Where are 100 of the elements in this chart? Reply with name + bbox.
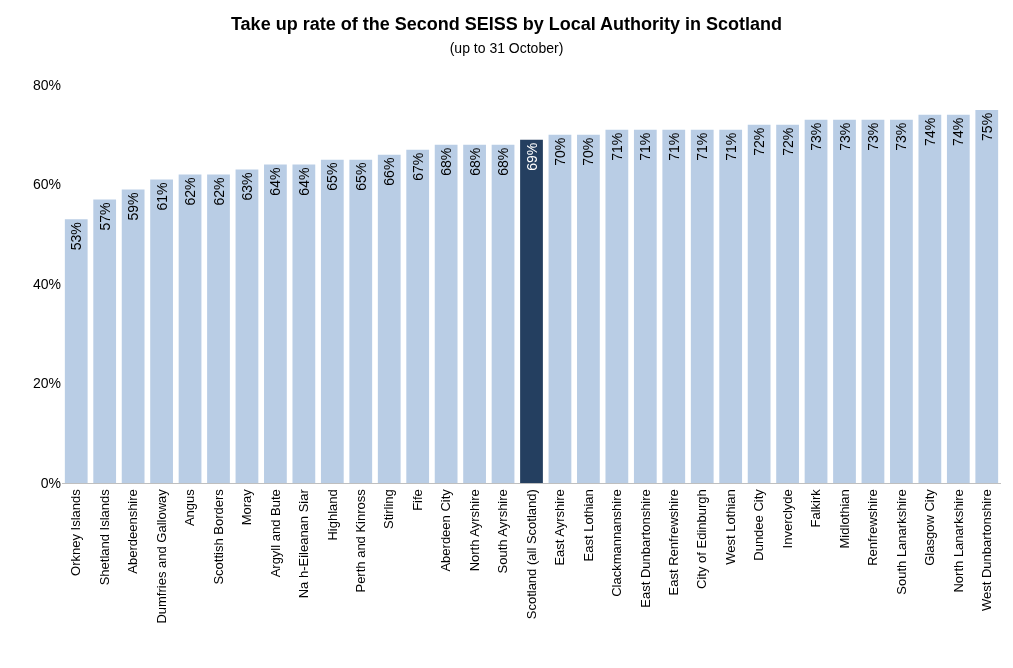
- x-tick-label: Dundee City: [751, 488, 767, 561]
- bar: [861, 119, 885, 483]
- x-tick-label: Dumfries and Galloway: [153, 488, 169, 624]
- bar: [320, 159, 344, 483]
- data-label: 73%: [836, 122, 853, 151]
- x-tick-label: North Lanarkshire: [950, 489, 966, 593]
- chart-subtitle: (up to 31 October): [449, 40, 564, 57]
- bar: [747, 124, 771, 483]
- data-label: 69%: [523, 142, 540, 171]
- bar: [406, 149, 430, 483]
- bar: [804, 119, 828, 483]
- data-label: 71%: [637, 132, 654, 161]
- x-tick-label: North Ayrshire: [466, 489, 482, 572]
- bar: [918, 114, 942, 483]
- bar: [975, 109, 999, 483]
- bar: [292, 164, 316, 483]
- x-tick-label: Fife: [409, 489, 425, 511]
- bar: [605, 129, 629, 483]
- bar: [776, 124, 799, 483]
- bar: [207, 174, 230, 483]
- data-label: 59%: [125, 192, 142, 221]
- x-tick-label: Aberdeen City: [438, 488, 454, 572]
- data-label: 71%: [608, 132, 625, 161]
- x-tick-label: Aberdeenshire: [125, 489, 141, 574]
- data-label: 74%: [921, 117, 938, 146]
- bar: [434, 144, 458, 483]
- y-tick-label: 20%: [32, 375, 61, 392]
- data-label: 72%: [779, 127, 796, 156]
- x-tick-label: Perth and Kinross: [352, 488, 368, 593]
- data-label: 65%: [352, 162, 369, 191]
- x-tick-label: South Ayrshire: [495, 489, 511, 574]
- x-tick-label: Argyll and Bute: [267, 489, 283, 578]
- x-tick-label: East Dunbartonshire: [637, 489, 653, 608]
- bar: [633, 129, 657, 483]
- x-tick-label: City of Edinburgh: [694, 489, 710, 589]
- bar: [690, 129, 714, 483]
- data-label: 65%: [324, 162, 341, 191]
- data-label: 73%: [893, 122, 910, 151]
- x-tick-label: East Renfrewshire: [665, 489, 681, 596]
- x-tick-label: Na h-Eileanan Siar: [296, 488, 312, 599]
- data-label: 62%: [182, 177, 199, 206]
- x-tick-label: West Lothian: [722, 489, 738, 565]
- data-label: 57%: [96, 202, 113, 231]
- y-tick-label: 80%: [32, 76, 61, 93]
- data-label: 74%: [950, 117, 967, 146]
- data-label: 71%: [722, 132, 739, 161]
- bar: [946, 114, 970, 483]
- data-label: 63%: [238, 172, 255, 201]
- bar: [662, 129, 686, 483]
- bar: [349, 159, 373, 483]
- bar: [93, 199, 117, 483]
- x-tick-label: Orkney Islands: [68, 488, 84, 576]
- x-tick-label: Inverclyde: [779, 489, 795, 549]
- x-tick-label: Scotland (all Scotland): [523, 489, 539, 620]
- data-label: 68%: [495, 147, 512, 176]
- bar: [235, 169, 259, 483]
- data-label: 75%: [978, 112, 995, 141]
- data-label: 70%: [580, 137, 597, 166]
- bar: [833, 119, 856, 483]
- data-label: 68%: [466, 147, 483, 176]
- data-label: 71%: [694, 132, 711, 161]
- data-label: 66%: [381, 157, 398, 186]
- bar: [264, 164, 287, 483]
- x-tick-label: Highland: [324, 489, 340, 541]
- data-label: 71%: [665, 132, 682, 161]
- bar: [520, 139, 543, 483]
- y-tick-label: 0%: [40, 474, 61, 491]
- x-tick-label: Moray: [239, 488, 255, 526]
- x-tick-label: East Ayrshire: [552, 489, 568, 566]
- data-label: 72%: [751, 127, 768, 156]
- data-label: 73%: [864, 122, 881, 151]
- data-label: 73%: [808, 122, 825, 151]
- bar: [548, 134, 572, 483]
- chart-title: Take up rate of the Second SEISS by Local Authority in Scotland: [230, 14, 783, 35]
- x-tick-label: Shetland Islands: [96, 488, 112, 586]
- data-label: 61%: [153, 182, 170, 211]
- data-label: 64%: [267, 167, 284, 196]
- bar: [121, 189, 145, 483]
- x-tick-label: East Lothian: [580, 489, 596, 562]
- data-label: 53%: [68, 222, 85, 251]
- data-label: 64%: [295, 167, 312, 196]
- bar: [178, 174, 202, 483]
- data-label: 70%: [551, 137, 568, 166]
- x-tick-label: Scottish Borders: [210, 488, 226, 585]
- x-tick-label: South Lanarkshire: [893, 489, 909, 595]
- bar: [577, 134, 600, 483]
- x-tick-label: Angus: [182, 488, 198, 527]
- x-tick-label: Glasgow City: [922, 488, 938, 566]
- data-label: 62%: [210, 177, 227, 206]
- bar: [463, 144, 486, 483]
- data-label: 68%: [438, 147, 455, 176]
- bar: [64, 219, 88, 483]
- x-tick-label: Clackmannanshire: [609, 489, 625, 597]
- x-tick-label: Midlothian: [836, 489, 852, 549]
- x-tick-label: West Dunbartonshire: [978, 489, 994, 612]
- bar: [890, 119, 913, 483]
- x-tick-label: Stirling: [381, 489, 397, 529]
- data-label: 67%: [409, 152, 426, 181]
- bar: [150, 179, 173, 483]
- y-tick-label: 40%: [32, 275, 61, 292]
